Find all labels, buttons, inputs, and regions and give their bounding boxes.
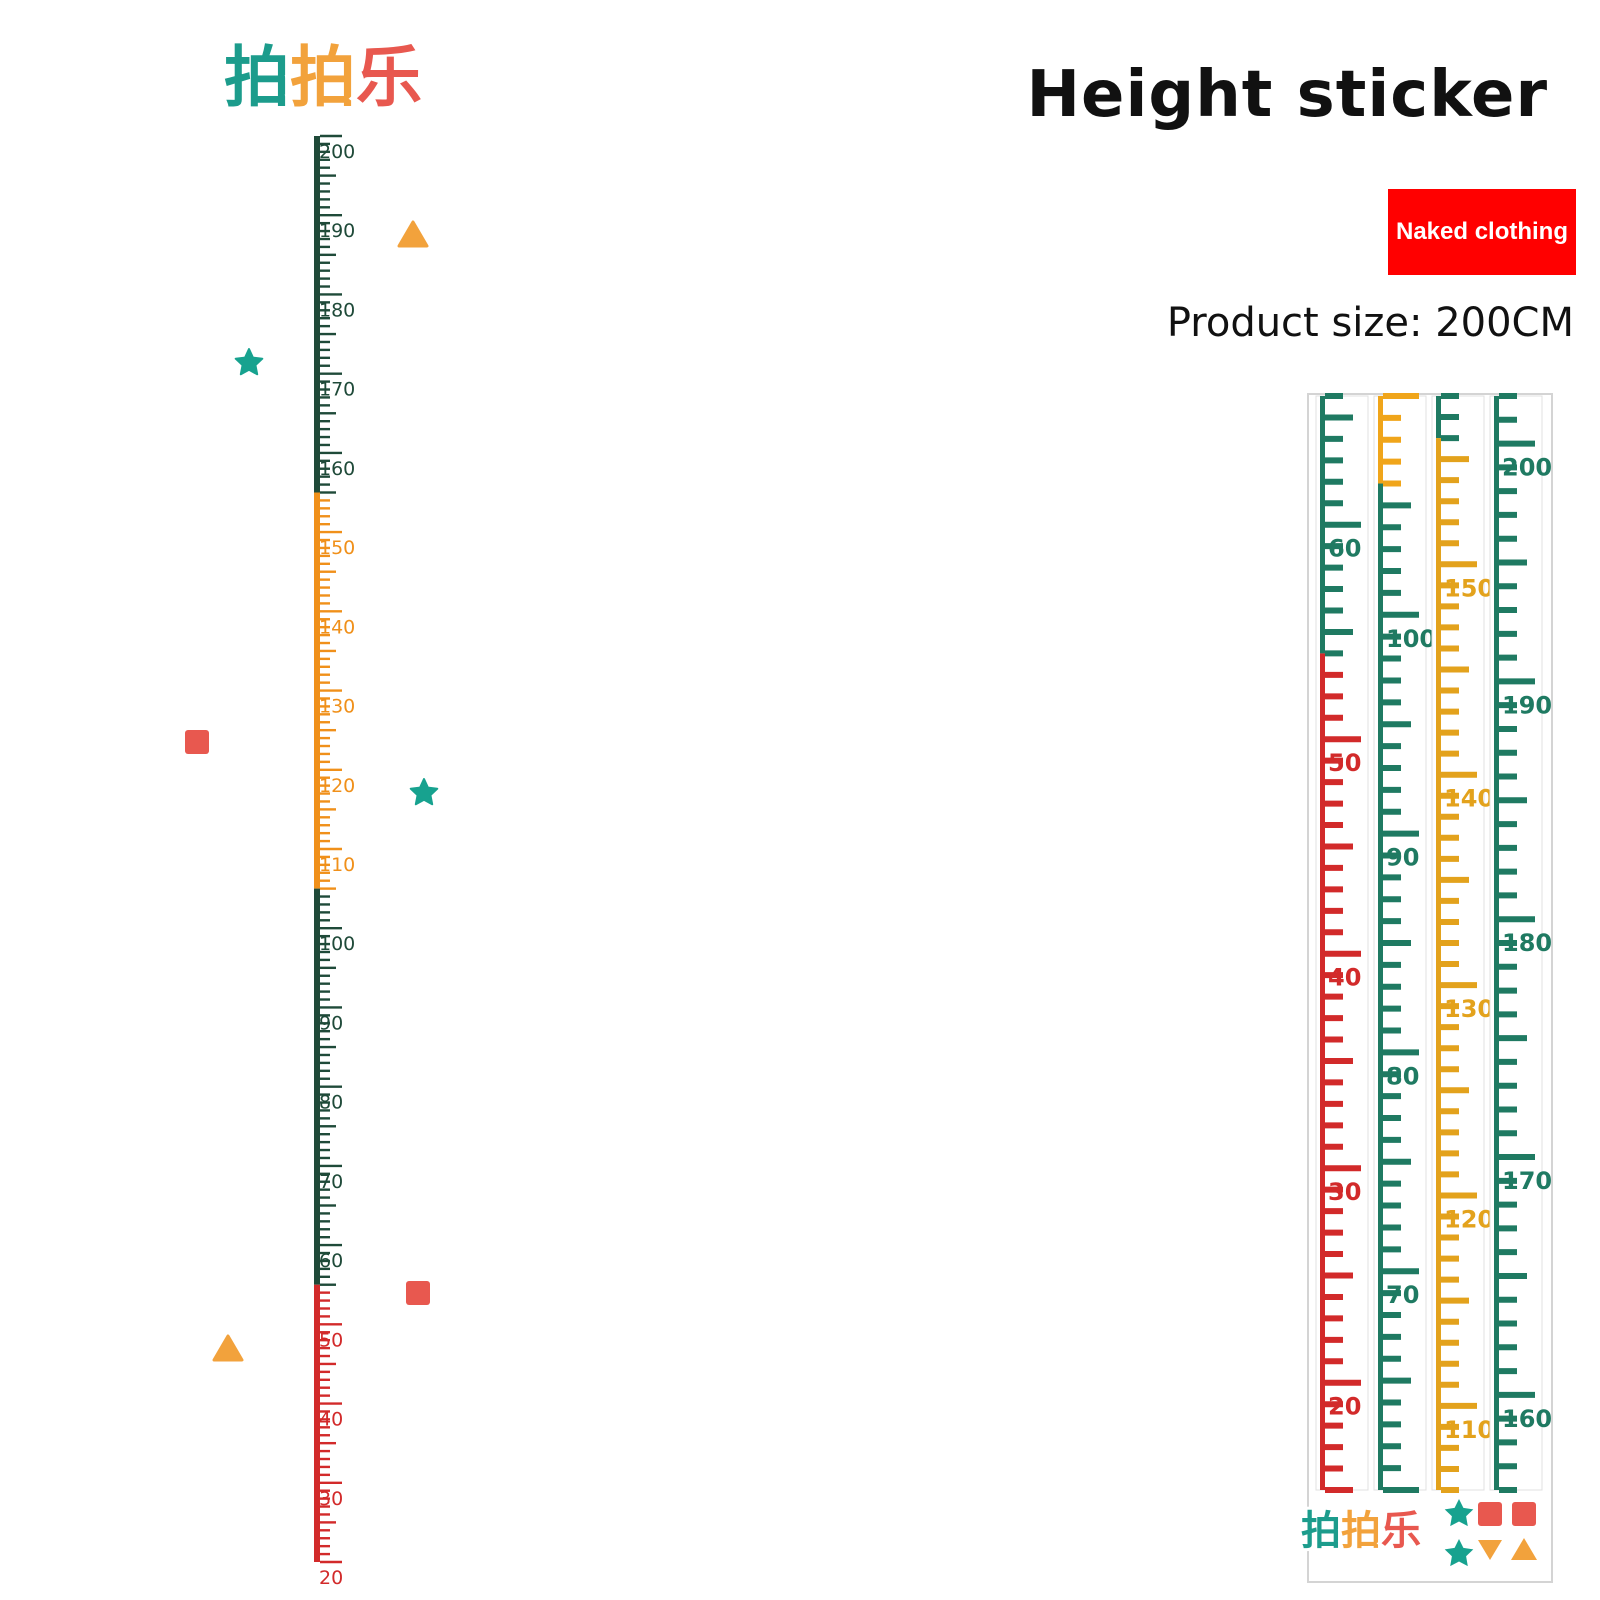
logo-char-1: 拍 — [224, 39, 290, 116]
brand-logo-text: 拍拍乐 — [224, 39, 422, 116]
sheet-label: 20 — [1328, 1393, 1361, 1421]
sheet-label: 100 — [1386, 625, 1436, 653]
sheet-segment — [1378, 396, 1383, 484]
ruler-label: 20 — [319, 1567, 343, 1589]
ruler-segment — [314, 1284, 320, 1562]
sheet-label: 50 — [1328, 749, 1361, 777]
ruler-label: 150 — [319, 537, 355, 559]
sheet-label: 30 — [1328, 1178, 1361, 1206]
sheet-segment — [1436, 396, 1441, 439]
ruler-label: 40 — [319, 1409, 343, 1431]
sheet-logo-char-3: 乐 — [1381, 1508, 1421, 1554]
sheet-sticker-shapes — [1444, 1499, 1537, 1567]
triangle-icon — [397, 220, 429, 248]
naked-clothing-badge: Naked clothing — [1388, 189, 1576, 275]
sheet-label: 120 — [1444, 1205, 1494, 1233]
ruler-label: 120 — [319, 775, 355, 797]
square-icon — [406, 1281, 430, 1305]
sheet-label: 60 — [1328, 535, 1361, 563]
sheet-segment — [1494, 396, 1499, 1490]
product-size-text: Product size: 200CM — [1166, 300, 1574, 346]
sheet-label: 70 — [1386, 1281, 1419, 1309]
sheet-label: 200 — [1502, 454, 1552, 482]
sheet-segment — [1378, 483, 1383, 1490]
ruler-label: 30 — [319, 1488, 343, 1510]
ruler-segment — [314, 136, 320, 493]
triangle-icon — [212, 1334, 244, 1362]
square-icon — [185, 730, 209, 754]
ruler-label: 130 — [319, 696, 355, 718]
star-icon — [234, 348, 264, 376]
sheet-segment — [1320, 396, 1325, 654]
sheet-column: 60 50 40 30 20 — [1315, 393, 1369, 1493]
logo-char-2: 拍 — [290, 39, 356, 116]
ruler-segment — [314, 492, 320, 889]
logo-char-3: 乐 — [356, 39, 422, 116]
ruler-label: 80 — [319, 1092, 343, 1114]
ruler-label: 180 — [319, 299, 355, 321]
ruler-segment — [314, 888, 320, 1285]
sheet-label: 140 — [1444, 785, 1494, 813]
product-sheet-preview: 60 50 40 30 20 100 90 80 70 150 140 130 120 110 200 190… — [1298, 393, 1553, 1583]
sheet-logo-text: 拍拍乐 — [1301, 1508, 1421, 1554]
ruler-label: 170 — [319, 379, 355, 401]
square-icon — [1478, 1502, 1502, 1526]
star-icon — [1444, 1539, 1474, 1567]
ruler-label: 190 — [319, 220, 355, 242]
ruler-label: 50 — [319, 1329, 343, 1351]
sheet-label: 130 — [1444, 995, 1494, 1023]
sheet-column: 100 90 80 70 — [1373, 393, 1436, 1493]
sheet-label: 90 — [1386, 844, 1419, 872]
sheet-segment — [1320, 653, 1325, 1490]
height-ruler: 200 190 180 170 160 150 140 130 120 110 100 90 80 70 6… — [314, 134, 355, 1589]
sheet-label: 160 — [1502, 1405, 1552, 1433]
ruler-label: 110 — [319, 854, 355, 876]
ruler-label: 100 — [319, 933, 355, 955]
sheet-label: 110 — [1444, 1416, 1494, 1444]
sheet-label: 170 — [1502, 1167, 1552, 1195]
ruler-label: 70 — [319, 1171, 343, 1193]
page-title: Height sticker — [1026, 58, 1548, 132]
decorations — [185, 220, 439, 1362]
ruler-label: 200 — [319, 141, 355, 163]
sheet-column: 150 140 130 120 110 — [1431, 393, 1494, 1493]
sheet-label: 80 — [1386, 1062, 1419, 1090]
sheet-label: 190 — [1502, 691, 1552, 719]
ruler-label: 160 — [319, 458, 355, 480]
sheet-logo-char-2: 拍 — [1341, 1508, 1381, 1554]
sheet-footer: 拍拍乐 — [1298, 1499, 1537, 1567]
sheet-label: 150 — [1444, 574, 1494, 602]
sheet-logo-char-1: 拍 — [1301, 1508, 1341, 1554]
triangle-icon — [1478, 1540, 1502, 1560]
star-icon — [1444, 1499, 1474, 1527]
brand-logo: 拍拍乐 — [219, 34, 427, 121]
triangle-icon — [1511, 1538, 1537, 1560]
square-icon — [1512, 1502, 1536, 1526]
sheet-column: 200 190 180 170 160 — [1489, 393, 1552, 1493]
ruler-label: 140 — [319, 616, 355, 638]
sheet-columns: 60 50 40 30 20 100 90 80 70 150 140 130 120 110 200 190… — [1315, 393, 1552, 1493]
star-icon — [409, 778, 439, 806]
ruler-label: 90 — [319, 1012, 343, 1034]
sheet-label: 40 — [1328, 964, 1361, 992]
sheet-segment — [1436, 438, 1441, 1491]
ruler-label: 60 — [319, 1250, 343, 1272]
sheet-label: 180 — [1502, 929, 1552, 957]
